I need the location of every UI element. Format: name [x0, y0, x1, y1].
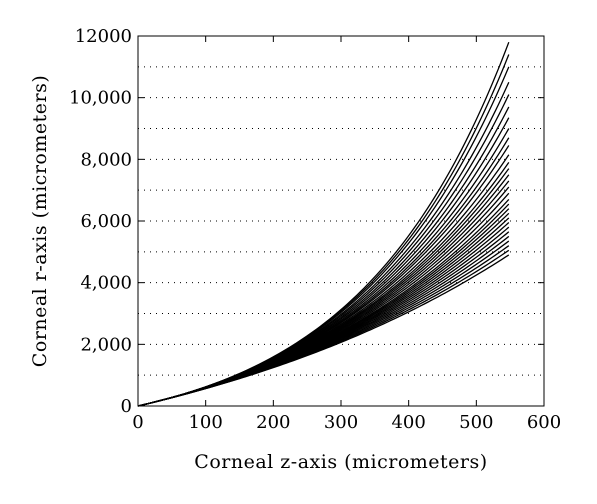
series-line — [137, 186, 510, 407]
series-line — [137, 198, 510, 407]
y-tick-label: 12000 — [75, 26, 132, 47]
x-tick-label: 600 — [527, 412, 561, 433]
series-line — [137, 231, 510, 407]
series-group — [137, 41, 510, 407]
y-tick-label: 0 — [121, 396, 132, 417]
y-tick-label: 2,000 — [80, 334, 132, 355]
x-tick-label: 0 — [132, 412, 143, 433]
y-ticks: 0 2,000 4,000 6,000 8,000 10,000 12000 — [69, 26, 544, 417]
y-axis-label: Corneal r-axis (micrometers) — [29, 75, 51, 367]
x-tick-label: 100 — [188, 412, 222, 433]
series-line — [137, 66, 510, 407]
series-line — [137, 54, 510, 407]
y-tick-label: 8,000 — [80, 149, 132, 170]
series-line — [137, 174, 510, 407]
series-line — [137, 41, 510, 407]
series-line — [137, 81, 510, 407]
series-line — [137, 192, 510, 407]
x-ticks: 0 100 200 300 400 500 600 — [132, 36, 561, 433]
y-tick-label: 4,000 — [80, 273, 132, 294]
y-tick-label: 10,000 — [69, 88, 132, 109]
series-line — [137, 180, 510, 407]
x-tick-label: 200 — [256, 412, 290, 433]
x-tick-label: 400 — [391, 412, 425, 433]
series-line — [137, 162, 510, 407]
series-line — [137, 145, 510, 407]
y-tick-label: 6,000 — [80, 211, 132, 232]
x-tick-label: 300 — [324, 412, 358, 433]
series-line — [137, 168, 510, 407]
x-tick-label: 500 — [459, 412, 493, 433]
x-axis-label: Corneal z-axis (micrometers) — [194, 451, 487, 473]
